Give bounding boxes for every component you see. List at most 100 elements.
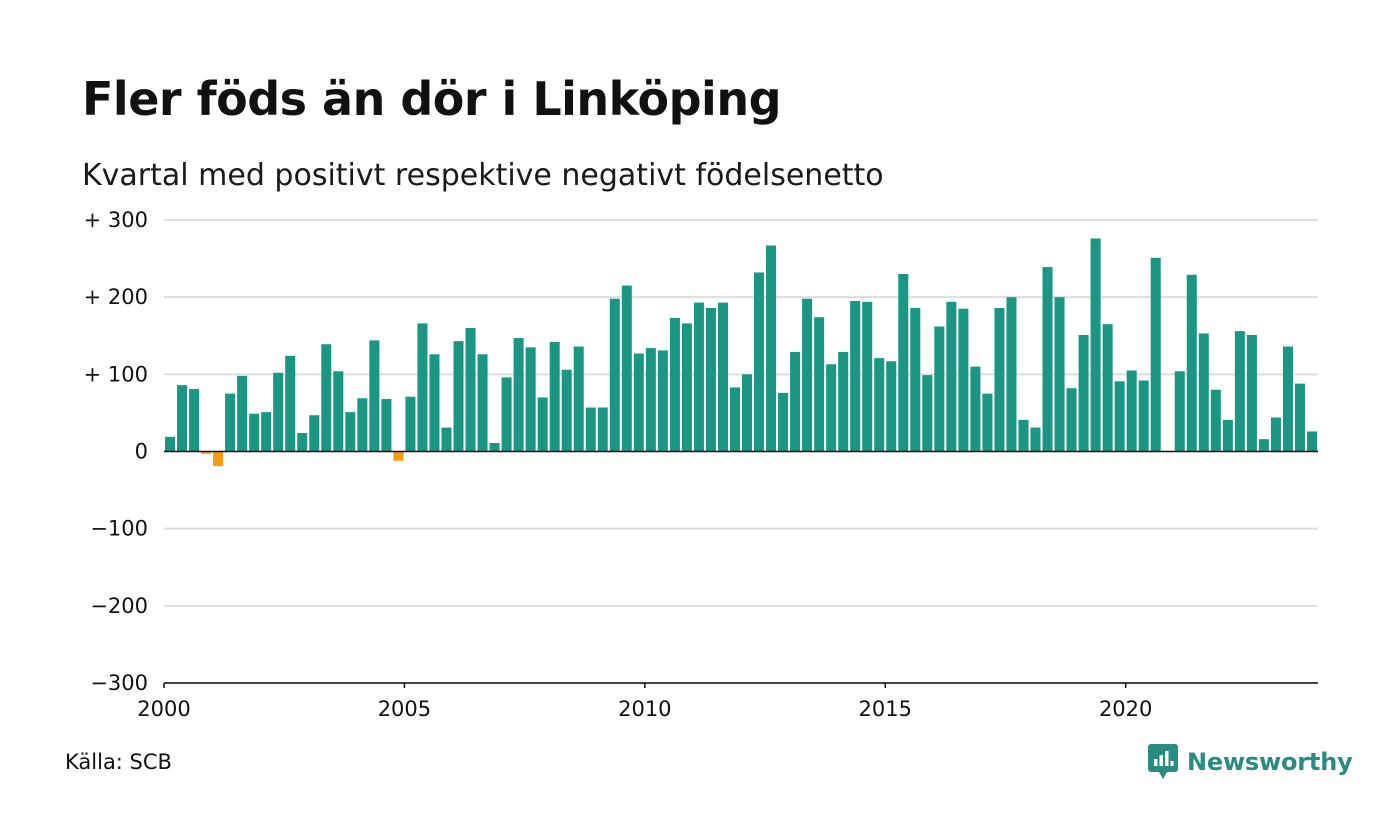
bar [621,285,632,452]
x-tick-label: 2010 [618,697,671,721]
bar [970,366,981,452]
bar [261,412,272,452]
bar [778,392,789,452]
bar [645,348,656,452]
brand-name: Newsworthy [1187,748,1353,776]
bar [742,374,753,452]
bar [790,351,801,452]
bar [1030,427,1041,452]
bar [561,369,572,452]
bar [165,436,176,452]
bar [754,272,765,452]
bar [1210,389,1221,452]
bar [633,353,644,452]
bar [946,301,957,452]
x-tick-label: 2020 [1099,697,1152,721]
bar [1114,381,1125,452]
bar [1150,257,1161,452]
bar [297,432,308,452]
bar [814,317,825,452]
bar [705,307,716,452]
bar [681,323,692,452]
bar [958,308,969,452]
bar [441,427,452,452]
bar [1018,419,1029,452]
bar [802,298,813,452]
bar [405,396,416,452]
y-tick-label: + 300 [84,208,148,232]
bar [1186,274,1197,452]
bar [1246,334,1257,452]
bar [201,451,212,454]
bar [477,354,488,452]
y-tick-label: + 100 [84,362,148,386]
bar [766,245,777,452]
bar [549,341,560,452]
bar [273,372,284,452]
bar [417,323,428,452]
y-tick-label: −100 [90,517,148,541]
bar [850,301,861,452]
bar [573,346,584,452]
chart-subtitle: Kvartal med positivt respektive negativt… [82,158,884,193]
bar [886,361,897,452]
bar [177,385,188,452]
bar [982,393,993,452]
bar [309,415,320,452]
bar [1138,380,1149,452]
x-tick-label: 2000 [137,697,190,721]
y-tick-label: −300 [90,671,148,695]
bar [513,338,524,452]
bar [729,387,740,452]
bar [1198,333,1209,452]
x-tick-label: 2015 [859,697,912,721]
bar [357,398,368,452]
bar [489,443,500,452]
bar [994,307,1005,452]
bar [1270,417,1281,452]
bar [934,326,945,452]
bar [249,413,260,452]
bar [585,407,596,452]
bar [1174,371,1185,452]
bar [225,393,236,452]
bar [874,358,885,452]
bar [1042,267,1053,452]
bar [1294,383,1305,452]
bar [1066,388,1077,452]
bar [910,307,921,452]
bar [1258,439,1269,452]
bar [465,328,476,452]
bar [369,340,380,452]
bar [525,347,536,452]
bar [1090,238,1101,452]
y-tick-label: −200 [90,594,148,618]
bar [1222,419,1233,452]
x-tick-label: 2005 [378,697,431,721]
bar [717,302,728,452]
bar [1102,324,1113,452]
bar [862,301,873,452]
y-tick-label: + 200 [84,285,148,309]
bar [1306,431,1317,452]
bar [501,377,512,452]
bar [898,274,909,452]
bar [213,451,224,467]
bar [838,351,849,452]
bar [381,399,392,452]
bar [1282,346,1293,452]
bar [189,389,200,452]
newsworthy-logo[interactable]: Newsworthy [1148,744,1353,780]
bar [657,350,668,452]
bar [321,344,332,452]
bar [429,354,440,452]
bars [165,238,1317,467]
bar [345,412,356,452]
bar [597,407,608,452]
bar [1006,297,1017,452]
bar [537,397,548,452]
bar [669,318,680,452]
bar [393,451,404,461]
